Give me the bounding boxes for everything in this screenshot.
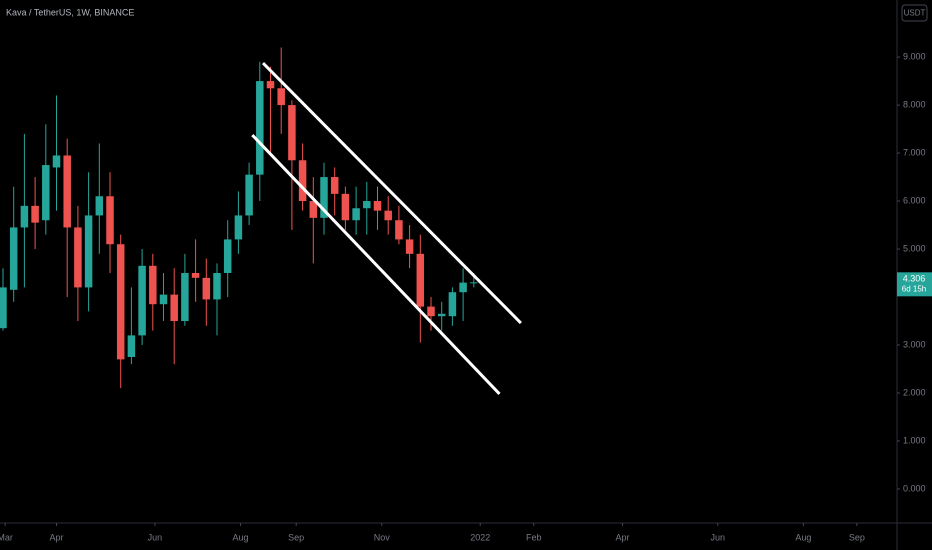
candle-body (298, 160, 307, 202)
candle-body (470, 282, 478, 284)
x-tick-label: Sep (288, 532, 304, 542)
candle-body (448, 292, 457, 317)
candle-body (74, 227, 82, 288)
countdown-label: 6d 15h (902, 284, 926, 293)
candle-body (42, 165, 50, 221)
y-tick-label: 6.000 (903, 195, 926, 205)
y-tick-label: 7.000 (903, 147, 926, 157)
candle-body (95, 196, 104, 216)
candle-body (405, 239, 414, 254)
candle-body (437, 313, 446, 317)
candle-body (191, 273, 200, 278)
candle-body (256, 81, 264, 175)
x-tick-label: Nov (374, 532, 391, 542)
candle-body (309, 201, 318, 218)
chart-title: Kava / TetherUS, 1W, BINANCE (6, 7, 134, 17)
x-tick-label: Apr (49, 532, 63, 542)
y-tick-label: 3.000 (903, 339, 926, 349)
candle-body (181, 273, 189, 321)
x-tick-label: Feb (526, 532, 542, 542)
x-tick-label: Sep (849, 532, 865, 542)
price-tag-label: 4.306 (903, 274, 926, 284)
y-tick-label: 0.000 (903, 483, 926, 493)
candle-body (223, 239, 232, 274)
candle-body (341, 193, 350, 221)
candle-body (245, 174, 253, 216)
x-tick-label: Jun (148, 532, 163, 542)
candle-body (459, 282, 467, 293)
candle-body (0, 287, 7, 329)
y-tick-label: 5.000 (903, 243, 926, 253)
candle-body (202, 277, 211, 300)
y-tick-label: 2.000 (903, 387, 926, 397)
price-tag (897, 272, 932, 297)
x-tick-label: Aug (795, 532, 811, 542)
candle-body (320, 177, 328, 218)
candle-body (63, 155, 71, 228)
y-tick-label: 1.000 (903, 435, 926, 445)
candle-body (266, 81, 275, 89)
candle-body (31, 205, 39, 223)
candle-body (288, 105, 296, 161)
currency-button[interactable] (901, 4, 928, 22)
x-tick-label: 2022 (470, 532, 490, 542)
x-tick-label: Aug (233, 532, 249, 542)
candle-body (84, 215, 93, 288)
candle-body (170, 294, 178, 321)
candle-body (52, 155, 61, 168)
candle-body (234, 215, 243, 240)
y-tick-label: 8.000 (903, 99, 926, 109)
x-tick-label: Jun (711, 532, 726, 542)
currency-button-label[interactable]: USDT (904, 9, 926, 18)
x-tick-label: Mar (0, 532, 13, 542)
candle-body (363, 201, 371, 209)
candle-body (9, 227, 18, 290)
x-tick-label: Apr (616, 532, 630, 542)
candle-body (330, 177, 339, 194)
trendline (251, 134, 501, 395)
candle-body (20, 205, 29, 228)
candle-body (138, 265, 146, 336)
candle-body (395, 220, 403, 240)
candle-body (149, 265, 157, 305)
candle-body (127, 335, 136, 357)
candle-body (277, 88, 285, 106)
candle-body (384, 210, 392, 221)
candle-body (106, 196, 114, 245)
trendline (261, 62, 522, 325)
candle-body (159, 294, 168, 305)
candle-body (416, 253, 425, 307)
candle-body (213, 273, 221, 300)
candle-body (373, 201, 382, 211)
y-tick-label: 9.000 (903, 51, 926, 61)
candle-body (352, 208, 360, 221)
candle-body (116, 244, 125, 360)
candle-body (427, 306, 435, 317)
